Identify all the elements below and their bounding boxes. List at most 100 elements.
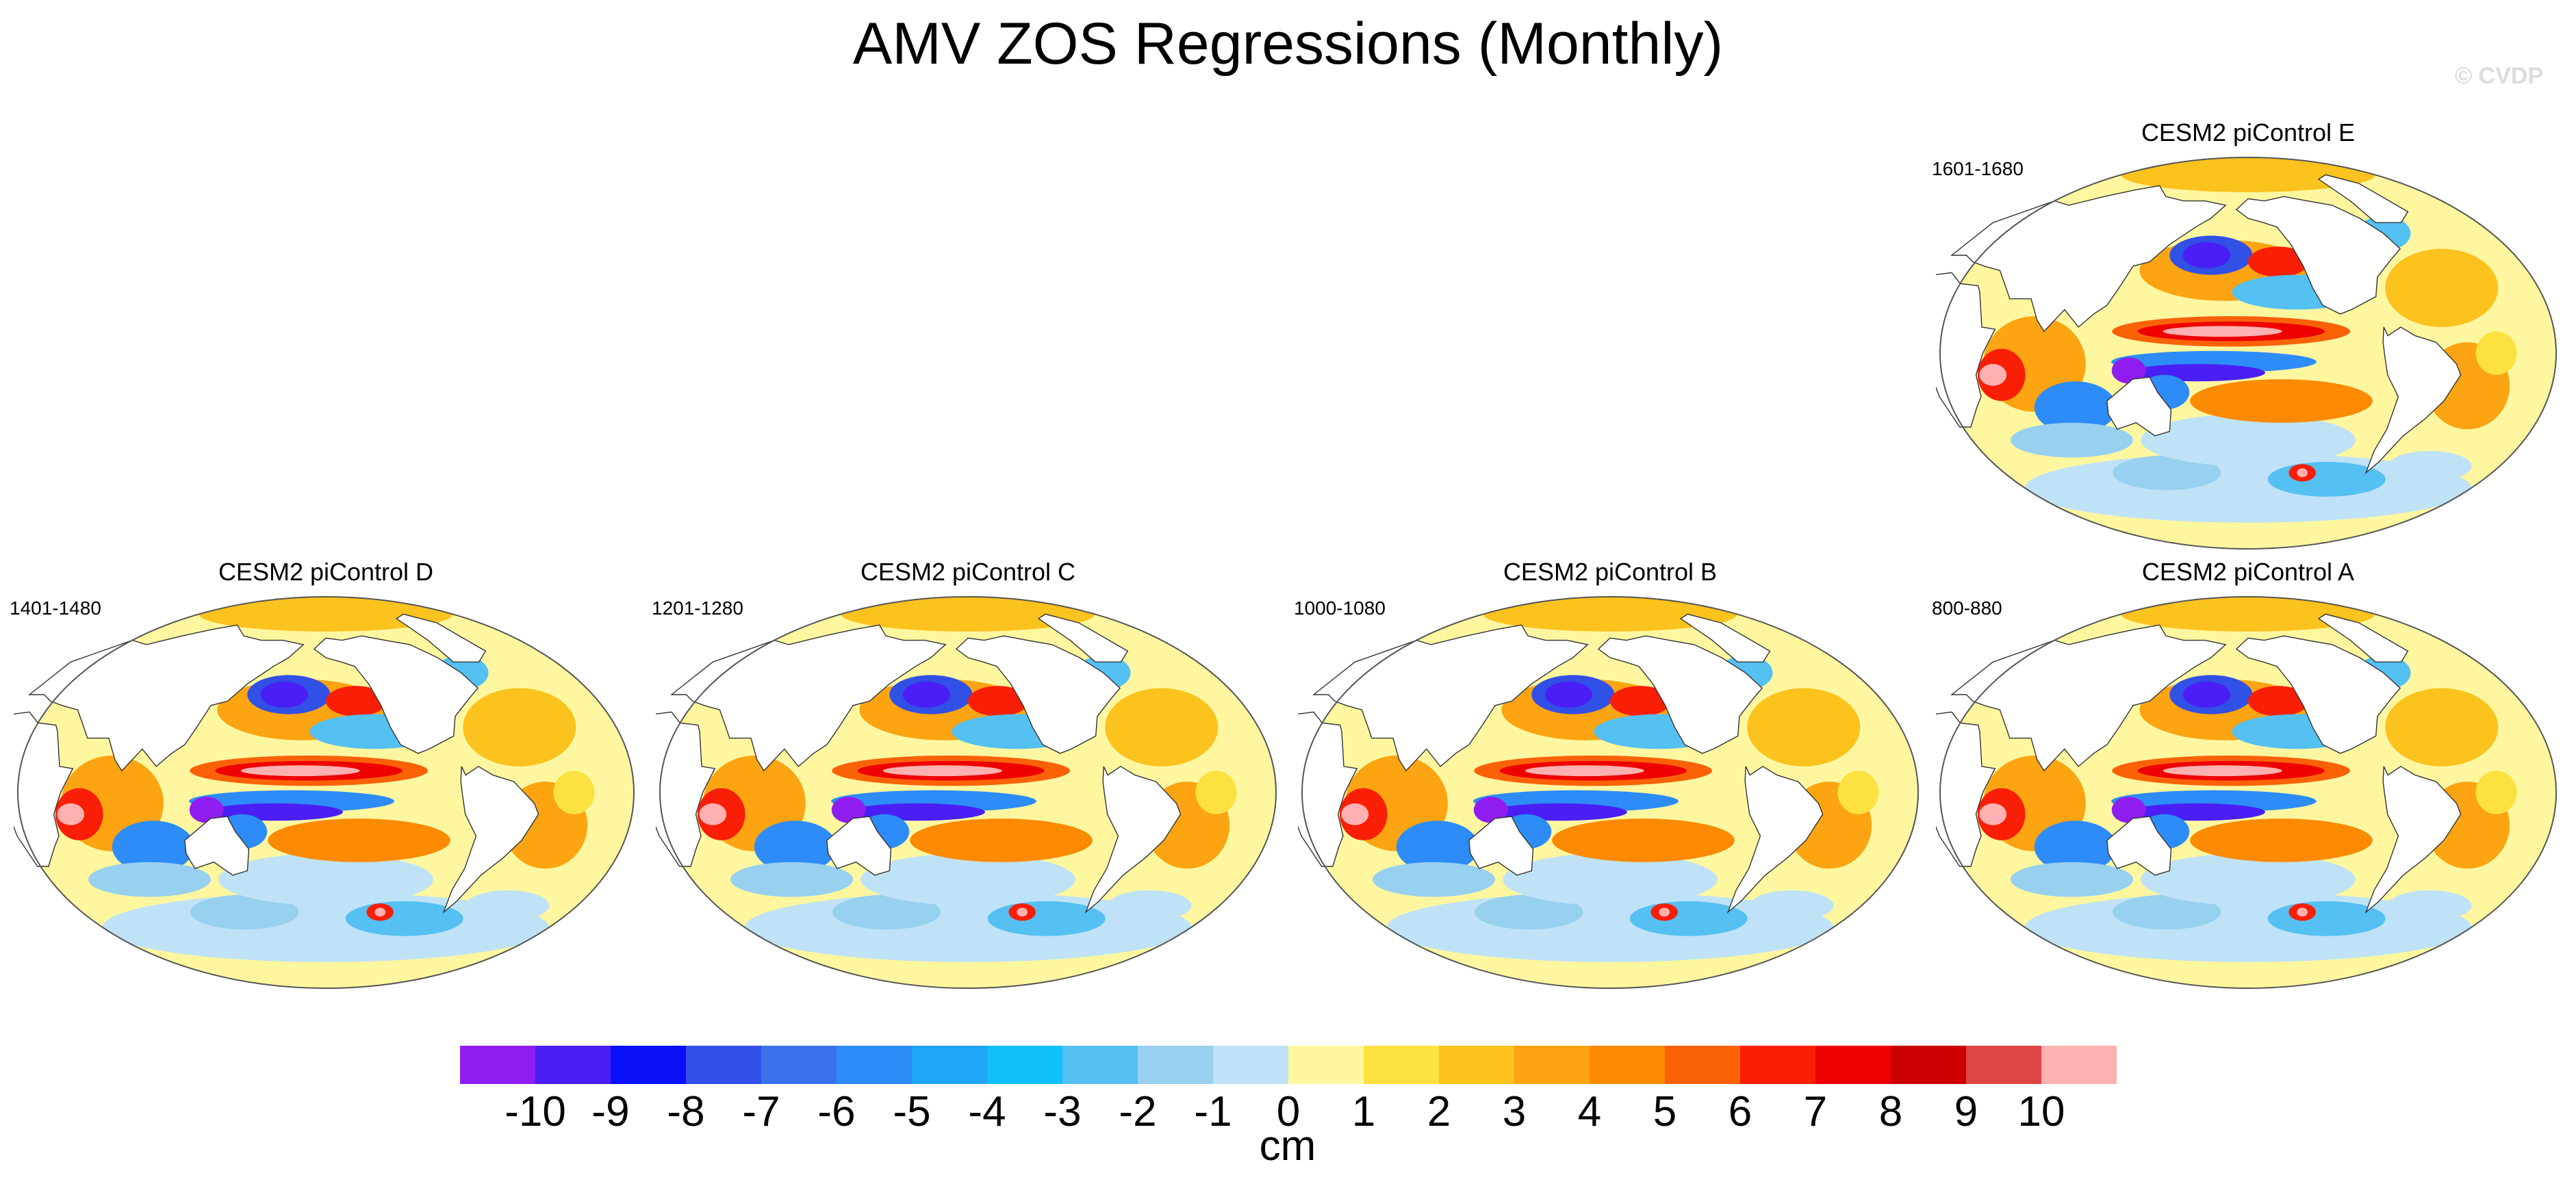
colorbar-swatch <box>1364 1046 1440 1084</box>
north-pacific-purple <box>260 681 308 708</box>
indian-ocean-lightblue <box>1372 862 1496 897</box>
cvdp-watermark: © CVDP <box>2455 63 2543 89</box>
panel-title: CESM2 piControl D <box>218 558 434 586</box>
south-pacific-light <box>860 853 1075 906</box>
colorbar-tick-label: -10 <box>505 1088 566 1135</box>
colorbar-tick-label: -6 <box>817 1088 856 1135</box>
south-pacific-orange <box>268 818 450 862</box>
panel-years: 1201-1280 <box>652 597 743 619</box>
south-pacific-light <box>1503 853 1718 906</box>
colorbar-swatch <box>460 1046 536 1084</box>
indian-ocean-pink <box>1979 803 2007 825</box>
arctic-band <box>199 597 453 632</box>
colorbar-tick-label: 6 <box>1728 1088 1752 1135</box>
maritime-continent-violet <box>2111 797 2146 823</box>
colorbar-swatch <box>535 1046 611 1084</box>
panel-title: CESM2 piControl E <box>2141 118 2356 146</box>
colorbar-swatch <box>2041 1046 2117 1084</box>
tropical-atlantic-yellow <box>1837 771 1879 814</box>
panel-years: 1601-1680 <box>1932 158 2024 179</box>
zos-regression-map <box>1936 157 2557 550</box>
colorbar-tick-label: 2 <box>1427 1088 1451 1135</box>
panel-years: 1000-1080 <box>1294 597 1386 619</box>
north-pacific-red <box>968 686 1029 717</box>
arctic-band <box>2121 157 2375 192</box>
indian-ocean-blue <box>1396 821 1479 873</box>
colorbar-swatch <box>1138 1046 1214 1084</box>
map-panel-e: CESM2 piControl E 1601-1680 <box>1932 118 2564 556</box>
southern-ocean-blue <box>2113 894 2221 930</box>
indian-ocean-lightblue <box>2010 862 2134 897</box>
north-america-land <box>2235 635 2401 754</box>
ocean-field <box>1936 157 2556 549</box>
tropical-atlantic-yellow <box>2475 771 2517 814</box>
south-pacific-orange <box>910 818 1093 862</box>
zos-regression-map <box>14 596 635 989</box>
panel-title: CESM2 piControl C <box>860 558 1076 586</box>
colorbar-tick-label: 3 <box>1502 1088 1527 1135</box>
southern-ocean-blue <box>2388 451 2472 482</box>
south-america-land <box>442 766 539 914</box>
south-america-land <box>1084 766 1182 914</box>
colorbar-tick-label: -8 <box>667 1088 705 1135</box>
greenland-land <box>2317 174 2409 223</box>
north-atlantic-orange <box>1105 688 1219 766</box>
panel-years: 1401-1480 <box>10 597 101 619</box>
indian-ocean-lightblue <box>730 862 854 897</box>
colorbar-tick-label: -7 <box>742 1088 780 1135</box>
equatorial-pink <box>2163 765 2282 777</box>
indian-ocean-blue <box>2034 821 2117 873</box>
colorbar-swatch <box>686 1046 762 1084</box>
colorbar-swatch <box>611 1046 687 1084</box>
equatorial-pink <box>240 765 360 777</box>
south-pacific-orange <box>2190 379 2373 423</box>
maritime-continent-violet <box>2111 357 2146 384</box>
australia-land <box>2106 376 2172 437</box>
greenland-land <box>1679 613 1771 662</box>
globe-outline <box>17 596 635 989</box>
north-pacific-purple <box>1544 681 1592 708</box>
colorbar-tick-label: -1 <box>1194 1088 1232 1135</box>
globe-outline <box>1939 157 2557 550</box>
colorbar-swatch <box>1062 1046 1138 1084</box>
south-pacific-pink-core <box>1659 907 1670 917</box>
indian-ocean-blue <box>2034 381 2117 434</box>
colorbar-tick-label: 1 <box>1351 1088 1376 1135</box>
southern-ocean-blue <box>190 894 299 930</box>
ocean-field <box>656 597 1276 988</box>
colorbar-swatch <box>1439 1046 1515 1084</box>
south-america-land <box>2364 326 2462 475</box>
ocean-field <box>1298 597 1918 988</box>
north-atlantic-orange <box>463 688 576 766</box>
zos-regression-map <box>656 596 1277 989</box>
south-america-land <box>1726 766 1824 914</box>
greenland-land <box>2317 613 2409 662</box>
maritime-continent-violet <box>1473 797 1508 823</box>
australia-land <box>2106 816 2172 876</box>
north-pacific-red <box>2248 686 2309 717</box>
southern-ocean-blue <box>2113 455 2221 491</box>
colorbar-swatch <box>1288 1046 1364 1084</box>
greenland-land <box>1037 613 1129 662</box>
maritime-continent-violet <box>189 797 224 823</box>
north-america-land <box>313 635 479 754</box>
south-pacific-pink-core <box>1017 907 1028 917</box>
south-pacific-light <box>2141 414 2356 467</box>
australia-land <box>826 816 892 876</box>
southern-ocean-blue <box>832 894 941 930</box>
colorbar-swatch <box>1740 1046 1816 1084</box>
colorbar-tick-label: 8 <box>1878 1088 1903 1135</box>
colorbar-tick-label: 10 <box>2017 1088 2065 1135</box>
zos-regression-map <box>1298 596 1919 989</box>
north-america-land <box>955 635 1121 754</box>
colorbar-tick-label: 0 <box>1276 1088 1301 1135</box>
indian-ocean-pink <box>1979 363 2007 386</box>
africa-land <box>656 711 716 867</box>
north-america-land <box>2235 196 2401 315</box>
zos-regression-map <box>1936 596 2557 989</box>
indian-ocean-pink <box>699 803 727 825</box>
north-atlantic-orange <box>1747 688 1861 766</box>
colorbar-swatch <box>1665 1046 1741 1084</box>
indian-ocean-lightblue <box>2010 422 2134 458</box>
colorbar-units-label: cm <box>1259 1122 1316 1170</box>
